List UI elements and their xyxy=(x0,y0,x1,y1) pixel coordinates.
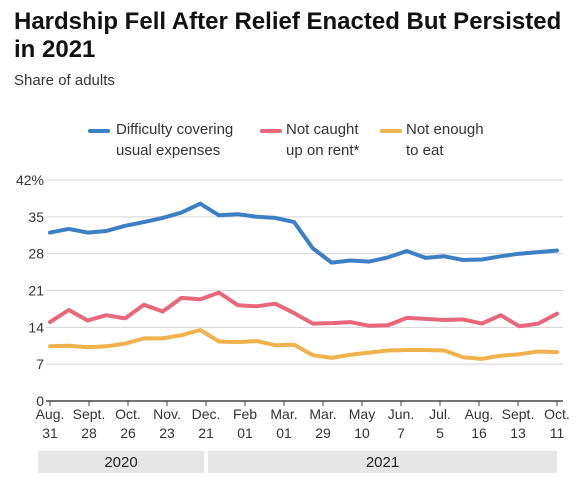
x-tick-label-day: 23 xyxy=(159,425,175,441)
x-tick-label-month: Mar. xyxy=(270,406,297,422)
x-tick-label-day: 11 xyxy=(550,425,565,441)
year-band-2021 xyxy=(208,451,557,473)
series-lines xyxy=(48,201,559,361)
year-band-2020 xyxy=(38,451,204,473)
x-tick-label-day: 16 xyxy=(471,425,487,441)
legend-swatch-food xyxy=(380,129,402,133)
chart-title: Hardship Fell After Relief Enacted But P… xyxy=(14,8,562,63)
x-tick-label-month: Aug. xyxy=(36,406,65,422)
y-tick-label: 21 xyxy=(28,283,44,299)
series-line-0 xyxy=(48,201,559,265)
legend-label-food-1: Not enough xyxy=(406,121,484,138)
x-tick-label-day: 29 xyxy=(315,425,331,441)
x-tick-label-day: 7 xyxy=(397,425,405,441)
legend-label-rent-1: Not caught xyxy=(286,121,359,138)
x-tick-label-month: Mar. xyxy=(309,406,336,422)
legend-swatch-rent xyxy=(260,129,282,133)
x-tick-label-month: Aug. xyxy=(465,406,494,422)
x-tick-label-month: Jul. xyxy=(429,406,451,422)
grid-lines xyxy=(46,179,563,402)
x-tick-label-day: 28 xyxy=(81,425,97,441)
x-tick-label-month: Nov. xyxy=(153,406,181,422)
x-tick-label-day: 21 xyxy=(198,425,214,441)
x-tick-label-month: Sept. xyxy=(502,406,535,422)
x-tick-label-day: 13 xyxy=(510,425,526,441)
y-tick-label: 42% xyxy=(16,172,44,188)
x-tick-label-month: Oct. xyxy=(115,406,141,422)
x-tick-label-day: 31 xyxy=(42,425,58,441)
x-tick-label-day: 01 xyxy=(237,425,253,441)
year-bands: 2020 2021 xyxy=(38,451,557,473)
x-tick-label-day: 5 xyxy=(436,425,444,441)
x-tick-label-month: Feb xyxy=(233,406,257,422)
legend-label-expenses-1: Difficulty covering xyxy=(116,121,234,138)
y-tick-label: 35 xyxy=(28,209,44,225)
x-tick-label-month: Jun. xyxy=(388,406,414,422)
y-tick-label: 28 xyxy=(28,246,44,262)
y-tick-label: 0 xyxy=(36,393,44,409)
year-label-2021: 2021 xyxy=(366,454,399,471)
x-tick-label-day: 01 xyxy=(276,425,292,441)
legend-label-expenses-2: usual expenses xyxy=(116,142,221,159)
x-tick-label-month: Dec. xyxy=(192,406,221,422)
series-line-2 xyxy=(48,328,559,361)
x-tick-label-month: Oct. xyxy=(544,406,570,422)
legend-label-rent-2: up on rent* xyxy=(286,142,360,159)
year-label-2020: 2020 xyxy=(104,454,137,471)
x-axis: Aug. 31 Sept. 28 Oct. 26 Nov. 23 Dec. 21 Feb 01 Mar.… xyxy=(36,401,570,441)
x-tick-label-month: Sept. xyxy=(73,406,106,422)
series-line-1 xyxy=(48,290,559,329)
legend-swatch-expenses xyxy=(88,129,110,133)
y-tick-label: 14 xyxy=(28,319,44,335)
x-tick-label-month: May xyxy=(349,406,375,422)
legend-label-food-2: to eat xyxy=(406,142,444,159)
x-tick-label-day: 10 xyxy=(354,425,370,441)
y-axis: 0 7 14 21 28 35 42% xyxy=(16,172,44,409)
y-tick-label: 7 xyxy=(36,356,44,372)
chart-subtitle: Share of adults xyxy=(14,72,115,89)
x-tick-label-day: 26 xyxy=(120,425,136,441)
chart-legend: Difficulty covering usual expenses Not c… xyxy=(88,120,568,164)
